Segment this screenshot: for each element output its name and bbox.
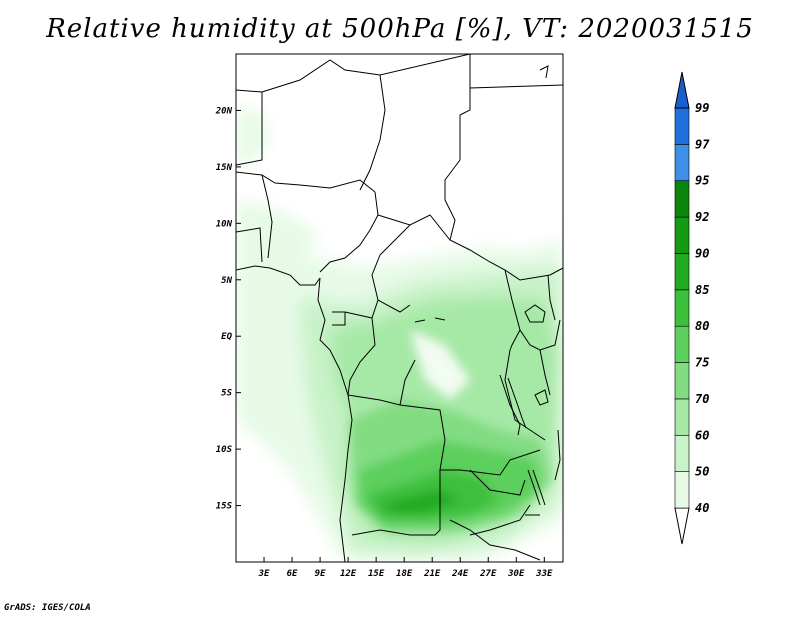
colorbar-label: 99 <box>695 101 709 115</box>
humidity-dry-slot <box>410 330 470 400</box>
colorbar-segment <box>674 362 690 400</box>
lat-tick-label: EQ <box>221 332 232 342</box>
lat-tick-label: 10N <box>216 219 233 229</box>
map-title: Relative humidity at 500hPa [%], VT: 202… <box>46 14 754 44</box>
colorbar-label: 95 <box>695 174 709 188</box>
colorbar-segment <box>674 180 690 218</box>
lat-tick-label: 5N <box>221 276 232 286</box>
map-panel <box>236 54 563 562</box>
latitude-labels: 20N 15N 10N 5N EQ 5S 10S 15S <box>215 106 233 511</box>
humidity-field <box>236 110 563 562</box>
colorbar-label: 92 <box>695 210 709 224</box>
lat-tick-label: 15S <box>216 502 233 512</box>
colorbar-segment <box>674 253 690 291</box>
lon-tick-label: 3E <box>258 569 270 579</box>
colorbar-label: 70 <box>695 392 709 406</box>
colorbar-label: 85 <box>695 283 709 297</box>
colorbar-upper-extension <box>674 71 690 109</box>
latitude-ticks <box>236 109 241 507</box>
colorbar-label: 75 <box>695 356 709 370</box>
lon-tick-label: 30E <box>507 569 525 579</box>
colorbar-segment <box>674 434 690 472</box>
colorbar-segment <box>674 144 690 182</box>
colorbar-segment <box>674 325 690 363</box>
lon-tick-label: 12E <box>340 569 357 579</box>
country-borders <box>236 54 563 562</box>
colorbar-label: 97 <box>695 137 710 151</box>
lon-tick-label: 27E <box>479 569 497 579</box>
lat-tick-label: 5S <box>221 389 232 399</box>
lon-tick-label: 9E <box>315 569 326 579</box>
credit-text: GrADS: IGES/COLA <box>4 603 91 613</box>
colorbar-label: 60 <box>695 428 709 442</box>
lakes <box>414 65 549 516</box>
lon-tick-label: 18E <box>396 569 413 579</box>
colorbar-label: 90 <box>695 246 709 260</box>
colorbar-label: 40 <box>695 501 709 515</box>
humidity-band-50-west <box>236 200 320 270</box>
longitude-ticks <box>263 557 545 562</box>
map-frame <box>235 53 564 563</box>
colorbar-segment <box>674 398 690 436</box>
lat-tick-label: 10S <box>216 445 233 455</box>
longitude-labels: 3E 6E 9E 12E 15E 18E 21E 24E 27E 30E 33E <box>258 569 553 579</box>
lon-tick-label: 21E <box>423 569 441 579</box>
colorbar: 40 50 60 70 75 80 85 90 92 95 97 99 <box>674 71 710 545</box>
colorbar-lower-extension <box>674 507 690 545</box>
colorbar-segment <box>674 216 690 254</box>
colorbar-label: 50 <box>695 465 709 479</box>
lon-tick-label: 6E <box>287 569 298 579</box>
lat-tick-label: 15N <box>216 163 233 173</box>
lat-tick-label: 20N <box>215 106 233 116</box>
colorbar-segment <box>674 471 690 509</box>
lon-tick-label: 33E <box>535 569 553 579</box>
lon-tick-label: 15E <box>368 569 385 579</box>
colorbar-segment <box>674 107 690 145</box>
colorbar-segment <box>674 289 690 327</box>
lon-tick-label: 24E <box>451 569 469 579</box>
colorbar-label: 80 <box>695 319 709 333</box>
